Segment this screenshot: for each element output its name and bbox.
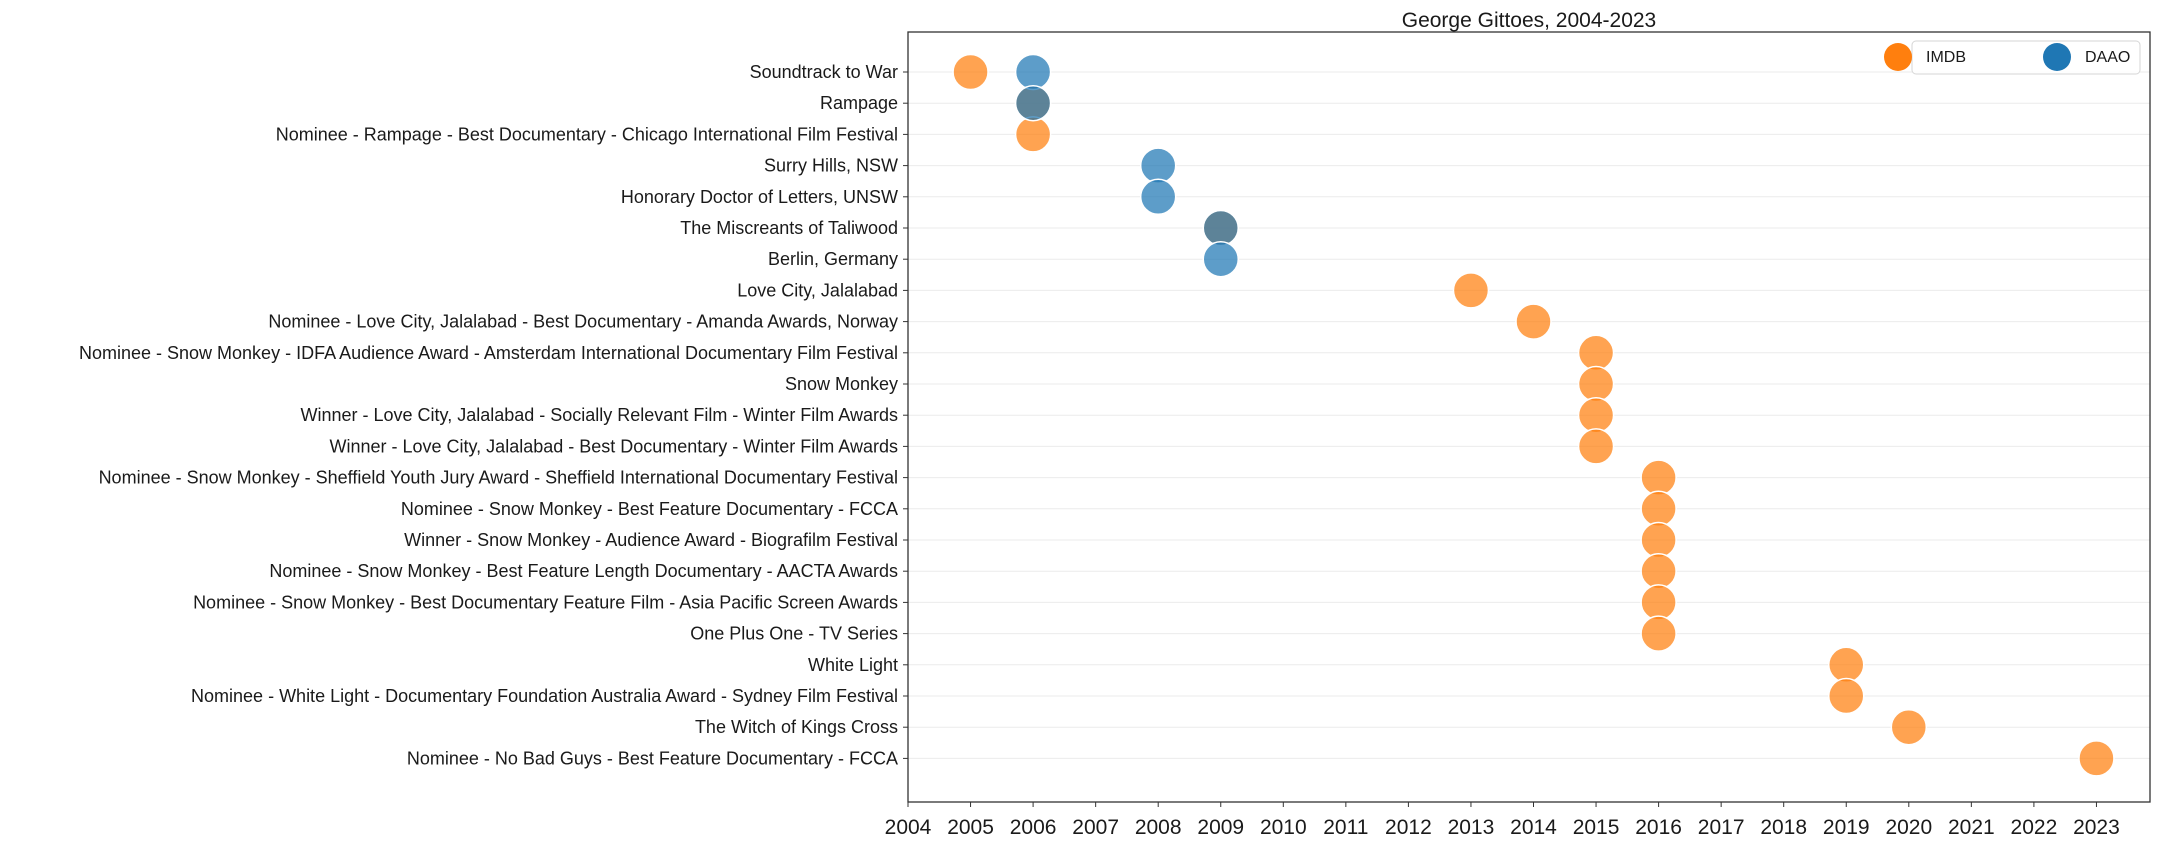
x-tick-labels: 2004 2005 2006 2007 2008 2009 2010 2011 2012 2013… bbox=[885, 802, 2120, 839]
data-point-imdb bbox=[1577, 396, 1615, 434]
x-tick-label: 2008 bbox=[1135, 816, 1182, 839]
y-tick-label: Snow Monkey bbox=[785, 374, 898, 394]
chart-title: George Gittoes, 2004-2023 bbox=[1402, 9, 1657, 32]
data-points bbox=[952, 53, 2115, 777]
y-tick-label: Nominee - Snow Monkey - Best Documentary… bbox=[193, 592, 898, 612]
x-tick-label: 2012 bbox=[1385, 816, 1432, 839]
data-point-imdb bbox=[1014, 116, 1052, 153]
y-tick-label: Rampage bbox=[820, 93, 898, 113]
y-tick-label: Honorary Doctor of Letters, UNSW bbox=[621, 187, 898, 207]
x-tick-label: 2017 bbox=[1698, 816, 1745, 839]
y-tick-labels: Soundtrack to War Rampage Nominee - Rampag… bbox=[79, 62, 908, 768]
legend-box bbox=[1911, 40, 2141, 75]
data-point-imdb bbox=[1828, 646, 1865, 684]
x-tick-label: 2014 bbox=[1510, 816, 1557, 839]
y-tick-label: Nominee - Snow Monkey - IDFA Audience Aw… bbox=[79, 343, 898, 363]
y-tick-label: White Light bbox=[808, 655, 898, 675]
y-tick-label: Winner - Snow Monkey - Audience Award - … bbox=[404, 530, 898, 550]
data-point-imdb bbox=[1640, 584, 1677, 621]
y-tick-label: Love City, Jalalabad bbox=[737, 280, 898, 300]
data-point-imdb bbox=[1890, 708, 1928, 746]
data-point-imdb bbox=[1515, 303, 1552, 340]
x-tick-label: 2021 bbox=[1948, 816, 1995, 839]
x-tick-label: 2011 bbox=[1323, 816, 1368, 839]
data-point-imdb bbox=[2078, 740, 2115, 777]
legend-label-imdb: IMDB bbox=[1926, 49, 1966, 66]
y-tick-label: Nominee - Snow Monkey - Best Feature Len… bbox=[269, 561, 898, 581]
data-point-imdb bbox=[1577, 428, 1615, 465]
x-tick-label: 2009 bbox=[1197, 816, 1244, 839]
x-tick-label: 2015 bbox=[1573, 816, 1620, 839]
data-point-imdb bbox=[952, 53, 989, 91]
legend-marker-imdb bbox=[1884, 43, 1912, 71]
y-tick-label: Winner - Love City, Jalalabad - Socially… bbox=[300, 405, 898, 425]
x-tick-label: 2010 bbox=[1260, 816, 1307, 839]
legend-label-daao: DAAO bbox=[2085, 49, 2130, 66]
data-point-imdb bbox=[1640, 615, 1677, 652]
x-tick-label: 2013 bbox=[1448, 816, 1495, 839]
x-tick-label: 2007 bbox=[1072, 816, 1119, 839]
x-tick-label: 2006 bbox=[1010, 816, 1057, 839]
y-tick-label: Surry Hills, NSW bbox=[764, 156, 898, 176]
y-tick-label: Nominee - No Bad Guys - Best Feature Doc… bbox=[407, 748, 898, 768]
data-point-daao bbox=[1014, 84, 1052, 122]
legend-marker-daao bbox=[2043, 43, 2071, 71]
data-point-daao bbox=[1202, 209, 1239, 247]
data-point-daao bbox=[1202, 240, 1239, 278]
x-tick-label: 2023 bbox=[2073, 816, 2120, 839]
x-tick-label: 2004 bbox=[885, 816, 932, 839]
y-tick-label: The Witch of Kings Cross bbox=[695, 717, 898, 737]
x-tick-label: 2018 bbox=[1760, 816, 1807, 839]
data-point-imdb bbox=[1640, 490, 1677, 528]
y-tick-label: Winner - Love City, Jalalabad - Best Doc… bbox=[329, 436, 898, 456]
data-point-imdb bbox=[1828, 677, 1865, 715]
data-point-imdb bbox=[1640, 521, 1677, 559]
data-point-imdb bbox=[1577, 365, 1615, 403]
y-tick-label: Nominee - Love City, Jalalabad - Best Do… bbox=[268, 312, 898, 332]
data-point-imdb bbox=[1640, 459, 1677, 496]
legend: IMDB DAAO bbox=[1884, 40, 2141, 75]
y-tick-label: Nominee - Snow Monkey - Sheffield Youth … bbox=[99, 468, 898, 488]
data-point-daao bbox=[1139, 147, 1177, 184]
data-point-daao bbox=[1014, 53, 1052, 91]
y-tick-label: Nominee - Snow Monkey - Best Feature Doc… bbox=[401, 499, 898, 519]
data-point-imdb bbox=[1577, 334, 1615, 372]
x-tick-label: 2005 bbox=[947, 816, 994, 839]
x-tick-label: 2016 bbox=[1635, 816, 1682, 839]
data-point-daao bbox=[1139, 178, 1177, 216]
plot-frame bbox=[907, 31, 2151, 803]
y-tick-label: The Miscreants of Taliwood bbox=[680, 218, 898, 238]
x-tick-label: 2022 bbox=[2011, 816, 2058, 839]
plot-background bbox=[908, 32, 2150, 802]
y-tick-label: Berlin, Germany bbox=[768, 249, 898, 269]
data-point-imdb bbox=[1452, 272, 1490, 309]
data-point-imdb bbox=[1640, 552, 1677, 590]
x-tick-label: 2019 bbox=[1823, 816, 1870, 839]
y-tick-label: One Plus One - TV Series bbox=[690, 624, 898, 644]
y-tick-label: Nominee - White Light - Documentary Foun… bbox=[191, 686, 898, 706]
grid-lines bbox=[908, 71, 2150, 759]
y-tick-label: Soundtrack to War bbox=[750, 62, 898, 82]
y-tick-label: Nominee - Rampage - Best Documentary - C… bbox=[276, 124, 898, 144]
x-tick-label: 2020 bbox=[1885, 816, 1932, 839]
